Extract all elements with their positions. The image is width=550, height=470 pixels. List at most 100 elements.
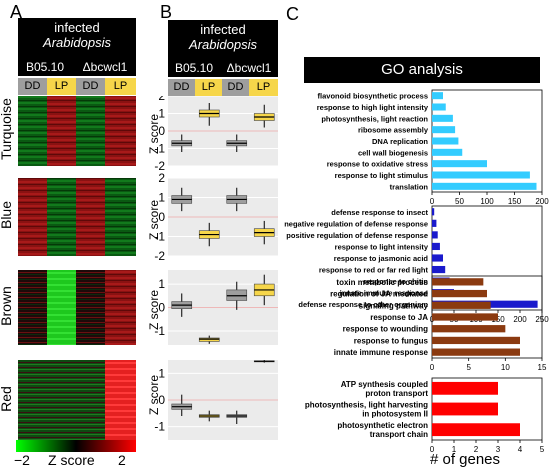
- go-category-label: ribosome assembly: [358, 126, 429, 135]
- go-category-label: response to oxidative stress: [327, 160, 428, 169]
- x-tick-label: 10: [501, 363, 510, 372]
- strain-label-wt: B05.10: [25, 60, 65, 74]
- x-tick-label: 0: [430, 445, 435, 454]
- x-tick-label: 0: [430, 197, 435, 206]
- y-tick-label: 1: [158, 107, 165, 121]
- go-category-label: response to red or far red light: [319, 266, 429, 275]
- go-bar: [432, 114, 453, 122]
- go-category-label: photosynthesis, light harvesting: [305, 401, 428, 410]
- go-category-label: regulation of JA mediated: [330, 290, 428, 299]
- y-tick-label: 2: [158, 96, 165, 103]
- go-bar: [432, 402, 498, 416]
- colorbar-max: 2: [118, 452, 126, 468]
- x-tick-label: 50: [455, 197, 464, 206]
- go-bar: [432, 348, 520, 356]
- go-bar: [432, 231, 438, 239]
- panel-label-a: A: [10, 2, 23, 22]
- go-bar: [432, 242, 440, 251]
- header-line2: Arabidopsis: [43, 35, 111, 50]
- module-label-blue: Blue: [0, 200, 14, 230]
- go-category-label: response to chitin: [363, 277, 428, 286]
- panel-label-c: C: [286, 4, 299, 24]
- boxplot-brown: 1 0 -1: [154, 270, 278, 345]
- panel-b-header: infected Arabidopsis: [168, 20, 278, 60]
- y-tick-label: -2: [154, 159, 165, 173]
- module-label-turquoise: Turquoise: [0, 98, 14, 160]
- go-category-label: translation: [390, 182, 429, 191]
- go-category-label: innate immune response: [334, 348, 429, 357]
- go-bar: [432, 381, 498, 395]
- y-tick-label: -2: [154, 249, 165, 263]
- y-tick-label: 1: [158, 366, 165, 380]
- cond-dd: DD: [76, 78, 105, 95]
- y-tick-label: -1: [154, 142, 165, 156]
- go-category-label: response to wounding: [343, 325, 428, 334]
- go-category-label: response to fungus: [354, 336, 429, 345]
- go-bar: [432, 254, 443, 262]
- go-bar: [432, 219, 437, 227]
- go-category-label: negative regulation of defense response: [284, 219, 428, 228]
- go-category-label: response to light stimulus: [335, 171, 428, 180]
- go-category-label: proton transport: [365, 389, 428, 398]
- x-tick-label: 5: [540, 445, 545, 454]
- header-line1: infected: [54, 20, 100, 35]
- x-tick-label: 2: [474, 445, 479, 454]
- go-category-label: photosynthesis, light reaction: [321, 114, 428, 123]
- module-label-brown: Brown: [0, 286, 14, 326]
- y-tick-label: 0: [158, 210, 165, 224]
- header-line2: Arabidopsis: [189, 37, 257, 52]
- go-category-label: in photosystem II: [362, 410, 428, 419]
- cond-lp: LP: [105, 78, 136, 95]
- x-tick-label: 15: [538, 363, 547, 372]
- boxplot-panel: 2 1 0 -1 -2 2 1 0 -1 -2 1 0 -1 1 0 -1: [154, 96, 278, 440]
- go-chart-brown: toxin metabolic process regulation of JA …: [330, 275, 547, 372]
- boxplot-red: 1 0 -1: [154, 360, 278, 440]
- go-x-axis-label: # of genes: [430, 451, 500, 468]
- go-category-label: defense response to insect: [331, 208, 428, 217]
- go-category-label: innate immune response: [340, 289, 428, 298]
- go-bar: [432, 92, 443, 100]
- x-tick-label: 150: [508, 197, 522, 206]
- colorbar-label: Z score: [48, 452, 95, 468]
- go-bar: [432, 103, 446, 111]
- go-bar: [432, 182, 537, 190]
- go-category-label: photosynthetic electron: [337, 421, 428, 430]
- go-bar: [432, 301, 491, 309]
- go-category-label: response to JA: [370, 313, 428, 322]
- y-tick-label: 1: [158, 191, 165, 205]
- go-bar: [432, 313, 498, 321]
- go-bar: [432, 325, 506, 333]
- y-tick-label: -1: [154, 420, 165, 434]
- panel-a-header: infected Arabidopsis: [18, 18, 136, 58]
- go-category-label: toxin metabolic process: [336, 278, 428, 287]
- go-bar: [432, 208, 435, 216]
- boxplot-turquoise: 2 1 0 -1 -2: [154, 96, 278, 173]
- y-tick-label: 0: [158, 124, 165, 138]
- go-category-label: signaling pathway: [359, 301, 429, 310]
- heatmap-brown: [18, 270, 136, 345]
- go-bar: [432, 278, 484, 286]
- go-bar: [432, 265, 446, 274]
- header-line1: infected: [200, 22, 246, 37]
- go-bar: [432, 423, 520, 437]
- go-bar: [432, 160, 487, 168]
- strain-label-mut: Δbcwcl1: [82, 60, 128, 74]
- x-tick-label: 5: [466, 363, 471, 372]
- go-category-label: ATP synthesis coupled: [341, 380, 428, 389]
- x-tick-label: 3: [496, 445, 501, 454]
- x-tick-label: 1: [452, 445, 457, 454]
- cond-dd: DD: [168, 79, 195, 96]
- cond-dd: DD: [222, 79, 249, 96]
- x-tick-label: 200: [535, 197, 549, 206]
- cond-lp: LP: [47, 78, 76, 95]
- go-category-label: flavonoid biosynthetic process: [318, 92, 428, 101]
- go-bar: [432, 289, 487, 298]
- go-bar: [432, 336, 520, 345]
- go-charts: flavonoid biosynthetic process response t…: [284, 89, 549, 468]
- cond-lp: LP: [195, 79, 222, 96]
- strain-label-wt: B05.10: [174, 61, 214, 75]
- go-bar: [432, 148, 463, 156]
- module-label-red: Red: [0, 386, 14, 412]
- go-category-label: positive regulation of defense response: [286, 231, 428, 240]
- go-chart-turquoise: flavonoid biosynthetic process response t…: [317, 89, 549, 206]
